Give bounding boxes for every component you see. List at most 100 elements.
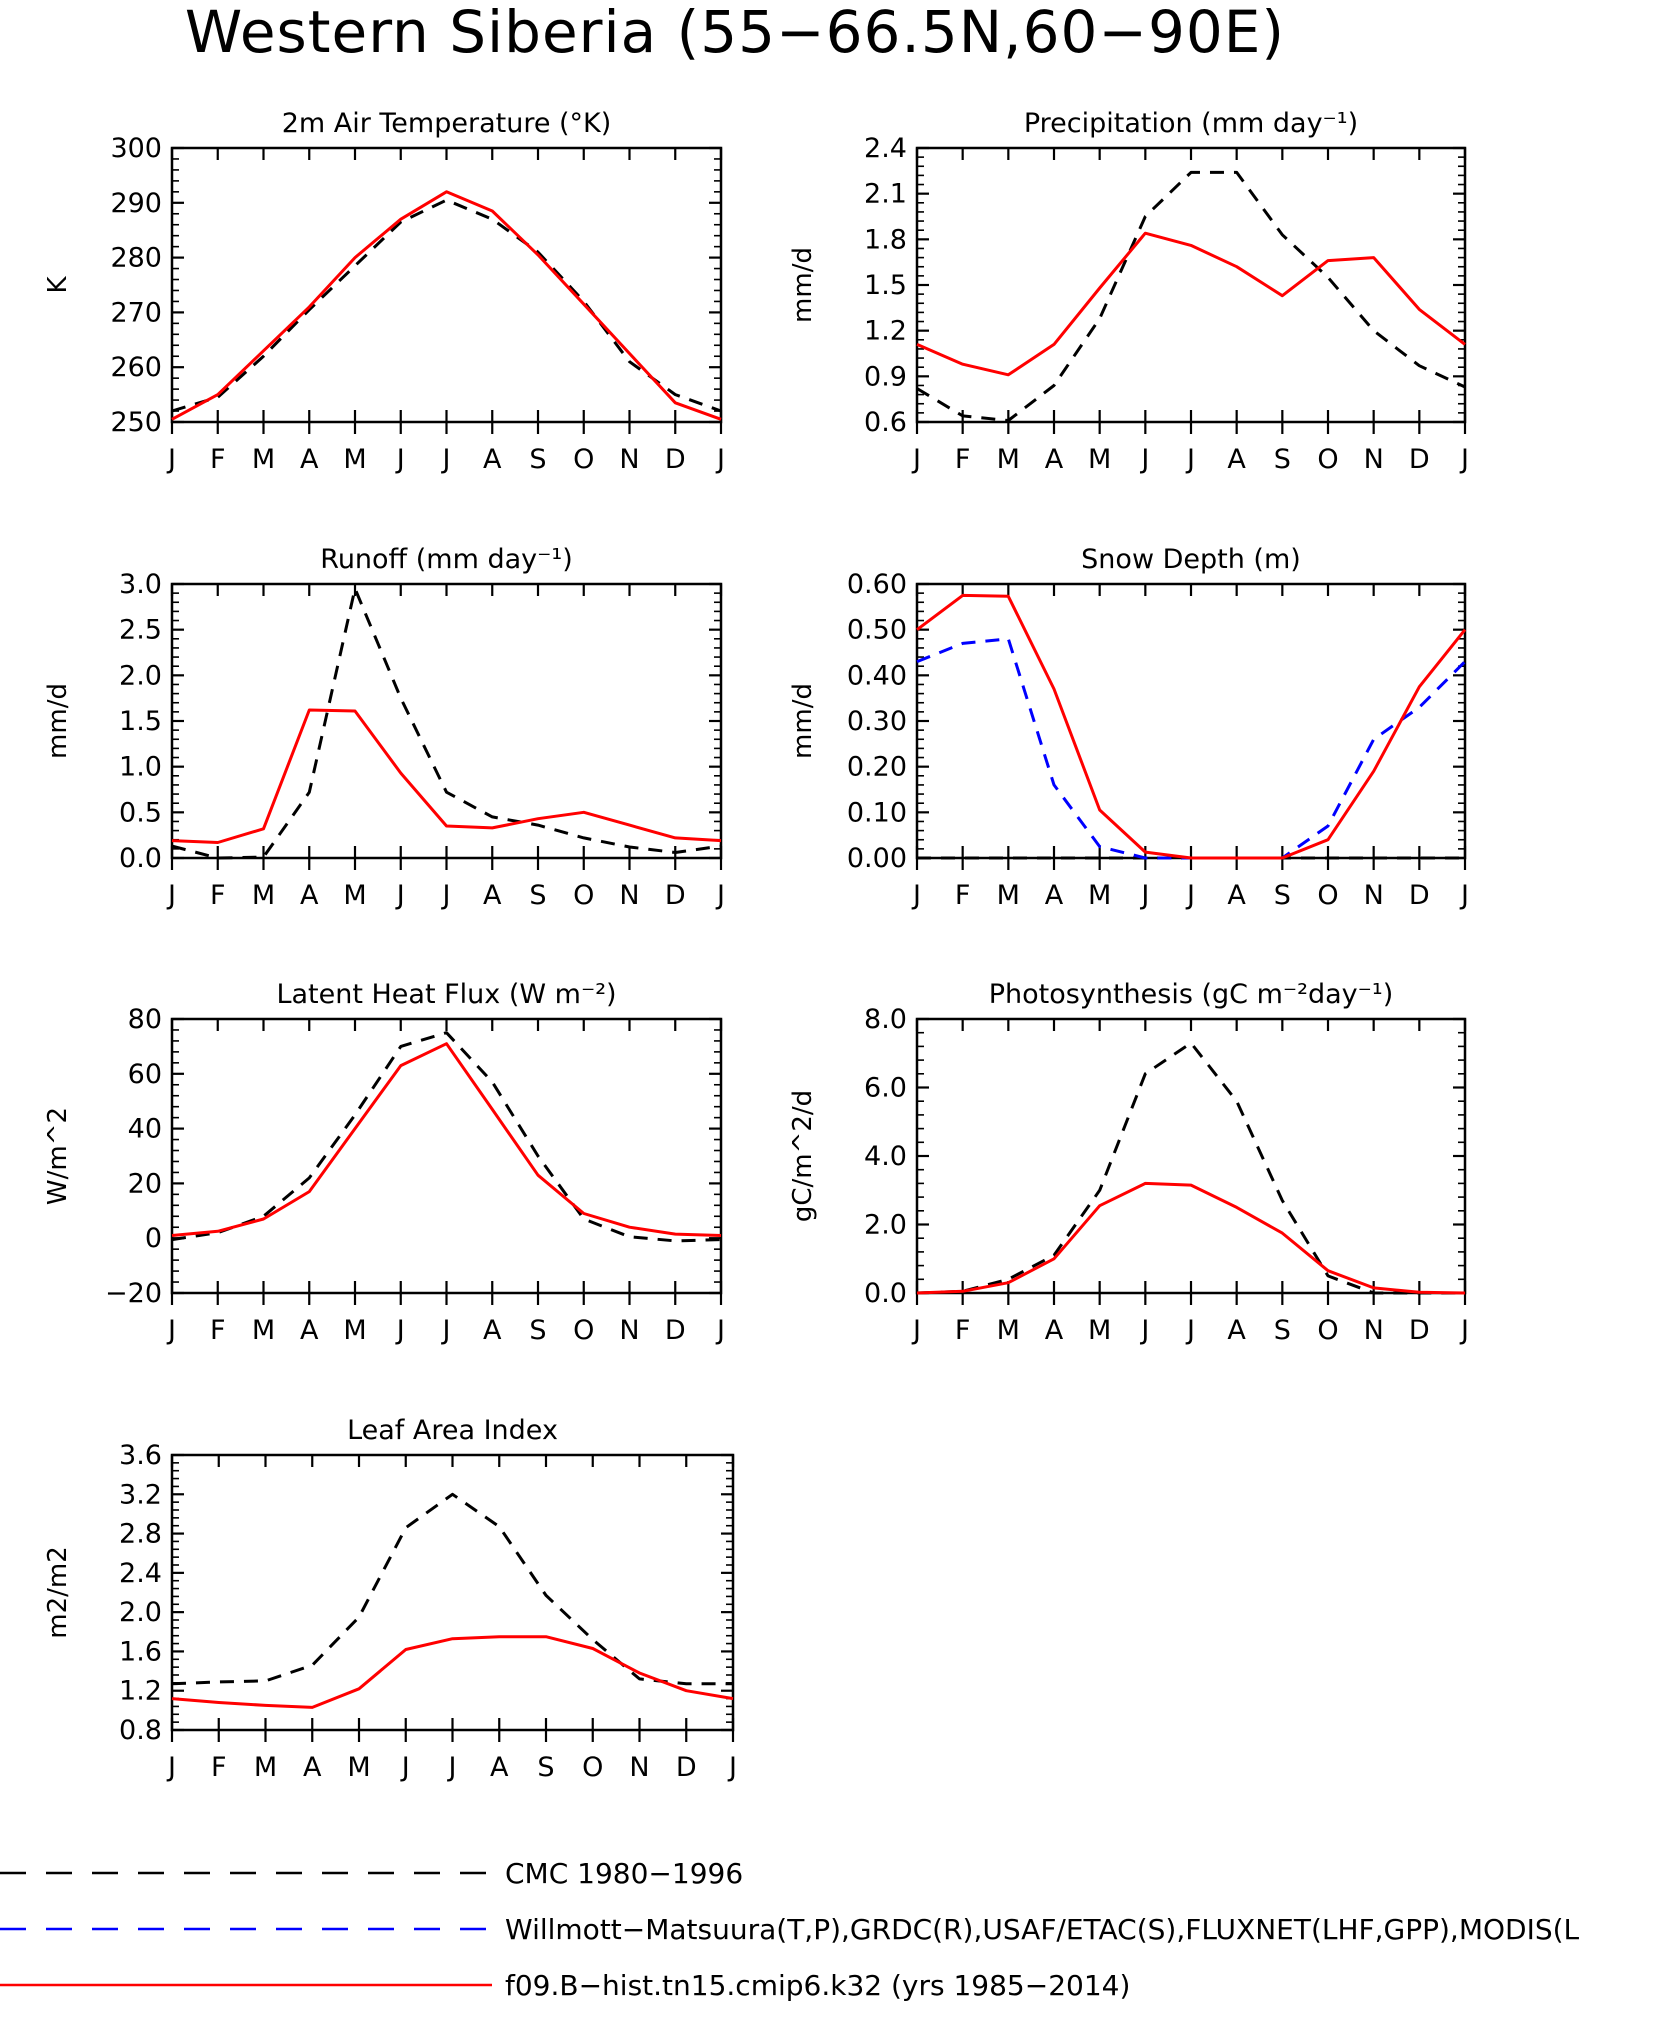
x-tick-label: J — [166, 444, 176, 475]
x-tick-label: J — [1139, 1315, 1149, 1346]
panel-title: Runoff (mm day⁻¹) — [320, 544, 572, 575]
x-tick-label: J — [395, 444, 405, 475]
x-tick-label: J — [447, 1752, 457, 1783]
x-tick-label: J — [1185, 1315, 1195, 1346]
y-tick-label: 0.60 — [847, 569, 907, 600]
x-tick-label: S — [529, 444, 546, 475]
y-tick-label: 80 — [128, 1004, 162, 1035]
x-tick-label: J — [911, 1315, 921, 1346]
panel-title: 2m Air Temperature (°K) — [282, 108, 612, 139]
x-tick-label: A — [1045, 444, 1064, 475]
x-tick-label: S — [1274, 880, 1291, 911]
series-line-model — [171, 708, 722, 844]
x-tick-label: O — [1317, 444, 1338, 475]
x-tick-label: N — [1364, 880, 1384, 911]
x-tick-label: M — [252, 444, 275, 475]
plot-frame — [915, 1017, 1467, 1295]
legend: CMC 1980−1996 Willmott−Matsuura(T,P),GRDC… — [0, 1857, 1580, 2002]
x-tick-label: O — [573, 444, 594, 475]
legend-label: Willmott−Matsuura(T,P),GRDC(R),USAF/ETAC… — [505, 1913, 1580, 1946]
y-tick-label: 3.2 — [119, 1479, 162, 1510]
x-tick-label: M — [997, 1315, 1020, 1346]
x-tick-label: A — [300, 1315, 319, 1346]
series-line-model — [171, 190, 722, 421]
panel-title: Leaf Area Index — [347, 1415, 558, 1446]
x-tick-label: N — [629, 1752, 649, 1783]
plot-frame — [170, 582, 723, 860]
panel-title: Snow Depth (m) — [1081, 544, 1301, 575]
series-line-model — [171, 1635, 734, 1709]
x-tick-label: M — [347, 1752, 370, 1783]
x-tick-label: S — [537, 1752, 554, 1783]
panel-6: 0.02.04.06.08.0J F M A M J J A S O N D JPhotosynthes… — [788, 979, 1469, 1346]
series-line-cmc — [171, 587, 722, 860]
x-tick-label: J — [441, 1315, 451, 1346]
y-tick-label: 300 — [110, 133, 162, 164]
y-tick-label: 4.0 — [864, 1141, 907, 1172]
x-tick-label: A — [483, 1315, 502, 1346]
x-tick-label: F — [210, 880, 226, 911]
x-tick-label: M — [252, 1315, 275, 1346]
y-tick-label: 0.9 — [864, 361, 907, 392]
y-tick-label: 0.20 — [847, 752, 907, 783]
x-tick-label: O — [573, 880, 594, 911]
series-line-model — [916, 593, 1467, 860]
x-tick-label: M — [252, 880, 275, 911]
y-tick-label: 2.4 — [864, 133, 907, 164]
x-tick-label: N — [1364, 444, 1384, 475]
y-tick-label: 2.8 — [119, 1519, 162, 1550]
x-tick-label: J — [441, 444, 451, 475]
x-tick-label: A — [490, 1752, 509, 1783]
series-line-cmc — [171, 1492, 733, 1686]
x-tick-label: J — [441, 880, 451, 911]
panel-title: Photosynthesis (gC m⁻²day⁻¹) — [989, 979, 1393, 1010]
x-tick-label: D — [665, 1315, 686, 1346]
y-tick-label: −20 — [105, 1278, 162, 1309]
x-tick-label: J — [1185, 880, 1195, 911]
x-tick-label: J — [1139, 444, 1149, 475]
x-tick-label: S — [1274, 444, 1291, 475]
y-axis-label: gC/m^2/d — [788, 1090, 818, 1222]
series-line-cmc — [916, 1041, 1465, 1295]
y-tick-label: 0.40 — [847, 660, 907, 691]
x-tick-label: D — [1409, 1315, 1430, 1346]
figure-title: Western Siberia (55−66.5N,60−90E) — [185, 0, 1285, 66]
y-tick-label: 0.10 — [847, 797, 907, 828]
x-tick-label: M — [997, 880, 1020, 911]
y-tick-label: 0.0 — [119, 843, 162, 874]
x-tick-label: M — [343, 880, 366, 911]
series-line-model — [171, 1042, 722, 1237]
x-tick-label: J — [166, 1315, 176, 1346]
y-tick-label: 60 — [128, 1059, 162, 1090]
plot-frame — [170, 1453, 735, 1732]
x-tick-label: A — [1227, 880, 1246, 911]
y-tick-label: 2.4 — [119, 1558, 162, 1589]
x-tick-label: J — [1185, 444, 1195, 475]
x-tick-label: A — [1227, 1315, 1246, 1346]
x-tick-label: O — [1317, 1315, 1338, 1346]
panel-2: 0.60.91.21.51.82.12.4J F M A M J J A S O N D JPrecip… — [788, 108, 1469, 475]
x-tick-label: J — [715, 444, 725, 475]
y-tick-label: 0.30 — [847, 706, 907, 737]
y-tick-label: 1.5 — [119, 706, 162, 737]
y-tick-label: 0.00 — [847, 843, 907, 874]
x-tick-label: J — [715, 1315, 725, 1346]
y-tick-label: 1.2 — [119, 1676, 162, 1707]
y-tick-label: 290 — [110, 188, 162, 219]
x-tick-label: J — [911, 880, 921, 911]
y-tick-label: 8.0 — [864, 1004, 907, 1035]
y-tick-label: 0.0 — [864, 1278, 907, 1309]
x-tick-label: S — [529, 1315, 546, 1346]
x-tick-label: N — [619, 880, 639, 911]
x-tick-label: S — [529, 880, 546, 911]
x-tick-label: F — [211, 1752, 227, 1783]
series-line-cmc — [171, 1031, 722, 1243]
y-tick-label: 0.5 — [119, 797, 162, 828]
x-tick-label: F — [955, 880, 971, 911]
x-tick-label: A — [483, 444, 502, 475]
x-tick-label: F — [955, 444, 971, 475]
panel-title: Precipitation (mm day⁻¹) — [1024, 108, 1358, 139]
